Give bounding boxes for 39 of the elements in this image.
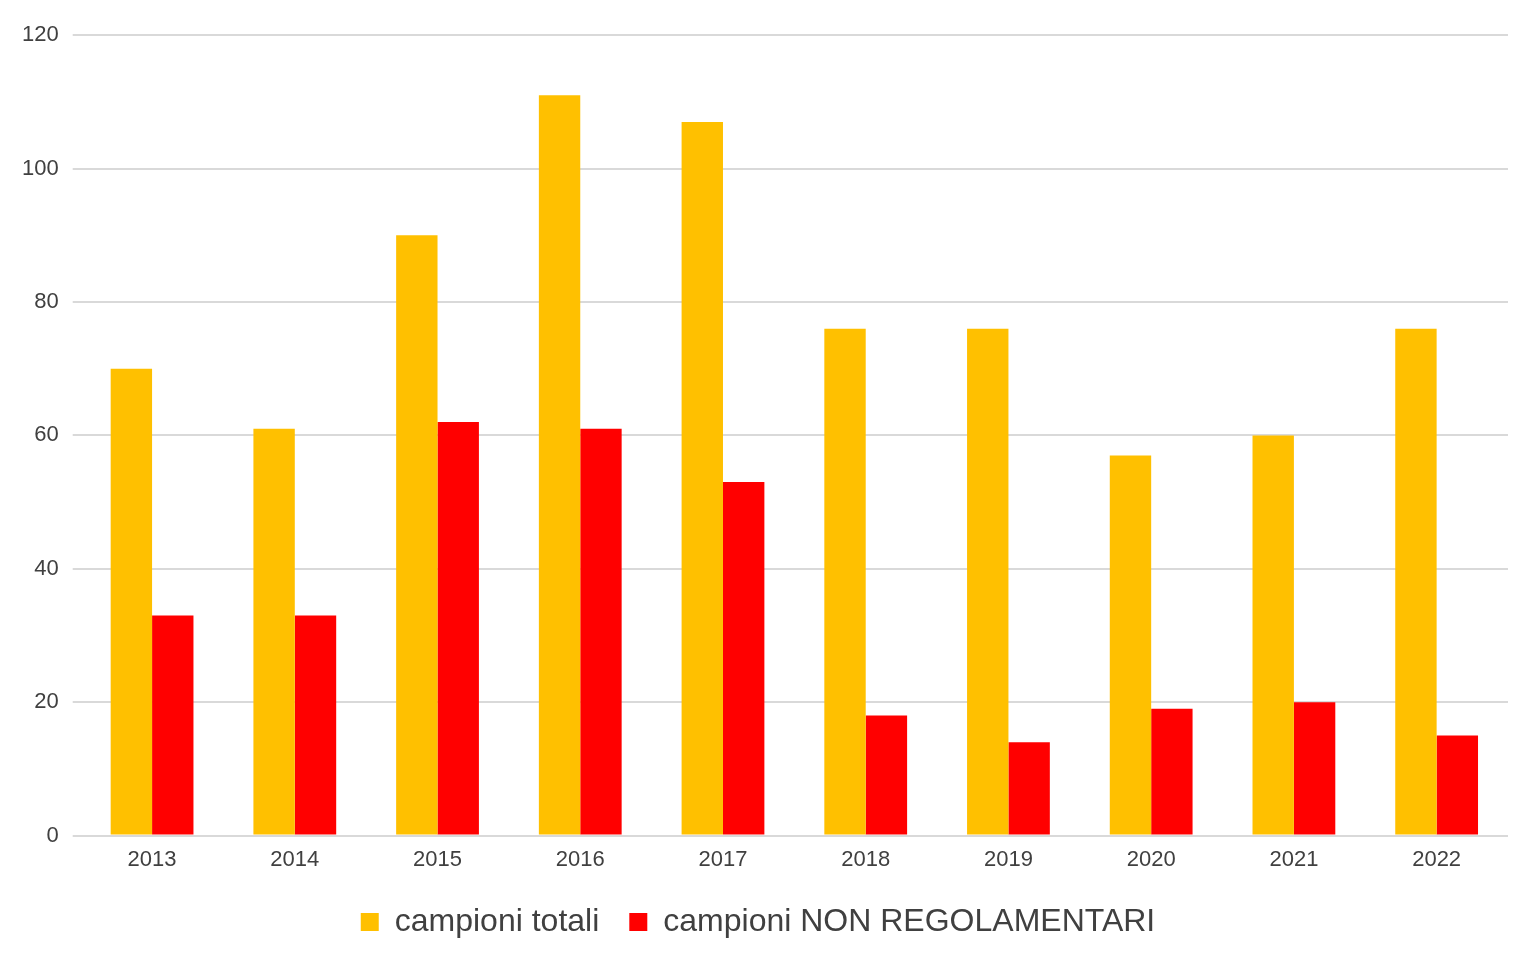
bar <box>437 422 479 835</box>
y-tick-label: 60 <box>34 421 59 447</box>
bar <box>253 428 295 835</box>
x-tick-label: 2013 <box>127 845 177 871</box>
bar <box>538 95 581 835</box>
bar <box>967 328 1009 835</box>
x-tick-label: 2020 <box>1126 845 1176 871</box>
y-tick-label: 120 <box>21 21 59 47</box>
y-tick-label: 40 <box>34 554 59 580</box>
x-tick-label: 2014 <box>270 845 320 871</box>
bar <box>396 235 438 835</box>
x-tick-label: 2018 <box>841 845 891 871</box>
bar <box>1109 455 1152 835</box>
bar <box>294 615 337 835</box>
y-tick-label: 0 <box>46 821 59 847</box>
bar <box>1436 735 1479 835</box>
bar <box>580 428 622 835</box>
bar <box>1008 742 1050 835</box>
bar <box>824 328 866 835</box>
x-tick-label: 2019 <box>983 845 1033 871</box>
bar <box>681 121 723 835</box>
bar <box>1252 435 1294 835</box>
x-tick-label: 2015 <box>413 845 463 871</box>
x-tick-label: 2017 <box>698 845 748 871</box>
bar <box>152 615 194 835</box>
y-tick-label: 20 <box>34 688 59 714</box>
x-tick-label: 2021 <box>1269 845 1319 871</box>
x-tick-label: 2022 <box>1412 845 1462 871</box>
bar <box>865 715 908 835</box>
bar <box>1395 328 1437 835</box>
y-tick-label: 80 <box>34 288 59 314</box>
bar <box>722 482 765 835</box>
y-tick-label: 100 <box>21 154 59 180</box>
x-tick-label: 2016 <box>555 845 605 871</box>
bar <box>1151 708 1193 835</box>
bar <box>110 368 153 835</box>
legend-label: campioni totali <box>394 901 600 938</box>
bar <box>1293 702 1336 835</box>
legend-label: campioni NON REGOLAMENTARI <box>663 901 1156 938</box>
